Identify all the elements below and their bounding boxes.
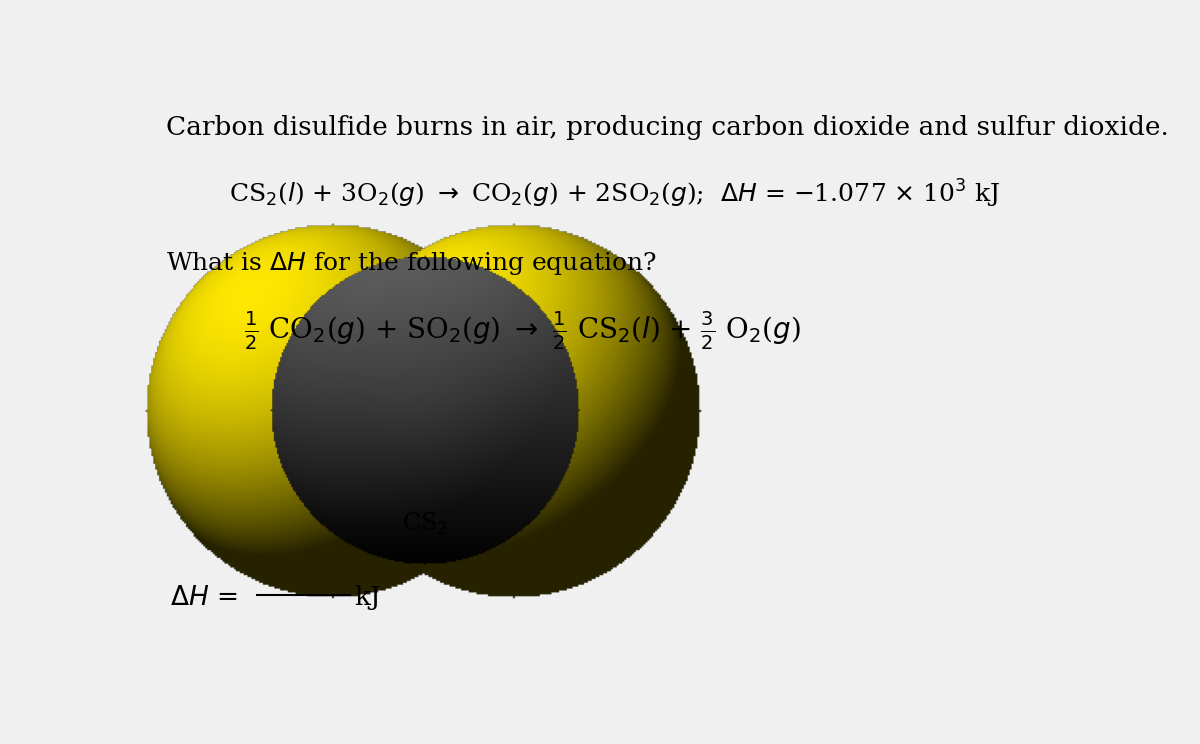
Text: What is $\Delta H$ for the following equation?: What is $\Delta H$ for the following equ… <box>166 250 656 277</box>
Text: $\Delta H$ =: $\Delta H$ = <box>170 585 238 610</box>
Text: CS$_2$($l$) + 3O$_2$($g$) $\rightarrow$ CO$_2$($g$) + 2SO$_2$($g$);  $\Delta H$ : CS$_2$($l$) + 3O$_2$($g$) $\rightarrow$ … <box>229 178 1001 211</box>
Text: kJ: kJ <box>355 585 382 610</box>
Text: $\frac{1}{2}$ CO$_2$($g$) + SO$_2$($g$) $\rightarrow$ $\frac{1}{2}$ CS$_2$($l$) : $\frac{1}{2}$ CO$_2$($g$) + SO$_2$($g$) … <box>244 310 800 352</box>
Text: CS$_2$: CS$_2$ <box>402 510 448 536</box>
Text: Carbon disulfide burns in air, producing carbon dioxide and sulfur dioxide.: Carbon disulfide burns in air, producing… <box>166 115 1169 140</box>
